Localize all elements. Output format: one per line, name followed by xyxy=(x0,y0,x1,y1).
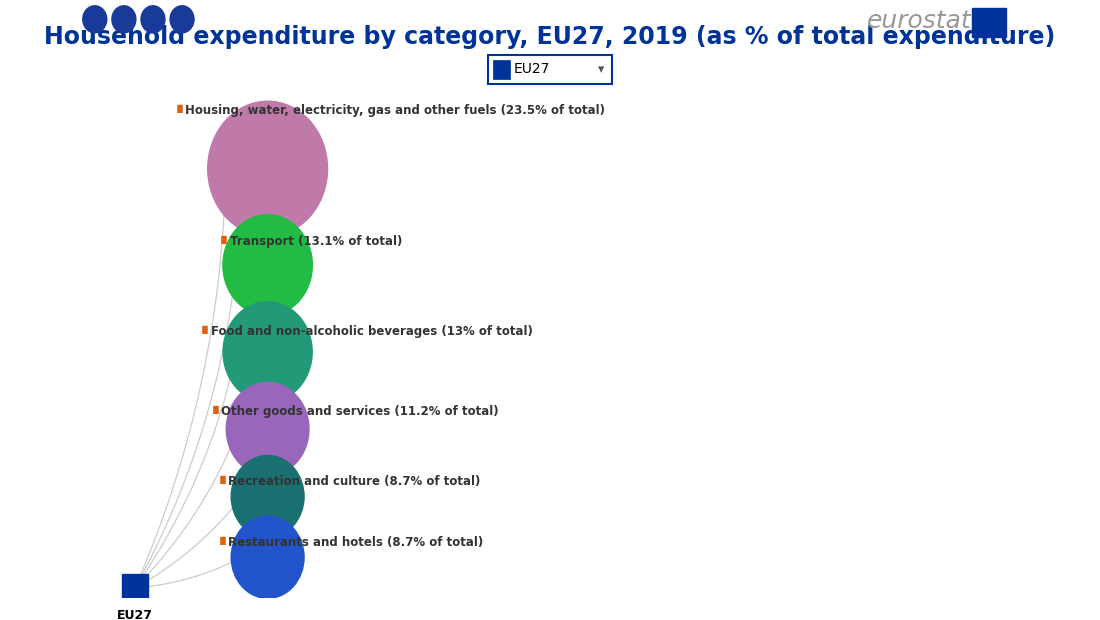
Text: Restaurants and hotels (8.7% of total): Restaurants and hotels (8.7% of total) xyxy=(229,536,484,549)
FancyArrowPatch shape xyxy=(136,355,235,586)
Circle shape xyxy=(231,516,304,598)
Circle shape xyxy=(227,383,309,476)
Text: ▐▌: ▐▌ xyxy=(174,104,187,113)
Circle shape xyxy=(223,302,312,402)
Text: Transport (13.1% of total): Transport (13.1% of total) xyxy=(230,235,403,248)
Text: ▐▌: ▐▌ xyxy=(209,405,222,414)
FancyBboxPatch shape xyxy=(972,7,1006,37)
FancyArrowPatch shape xyxy=(138,559,240,588)
Circle shape xyxy=(112,6,136,33)
Text: eurostat: eurostat xyxy=(867,9,971,33)
FancyArrowPatch shape xyxy=(138,498,241,587)
Text: ▾: ▾ xyxy=(598,63,605,76)
Text: ▐▌: ▐▌ xyxy=(218,235,231,244)
Circle shape xyxy=(170,6,194,33)
Circle shape xyxy=(208,101,328,236)
Text: ▐▌: ▐▌ xyxy=(217,536,229,545)
FancyArrowPatch shape xyxy=(136,432,238,586)
Text: Other goods and services (11.2% of total): Other goods and services (11.2% of total… xyxy=(221,405,499,418)
FancyBboxPatch shape xyxy=(493,60,509,79)
Text: EU27: EU27 xyxy=(514,63,550,76)
FancyArrowPatch shape xyxy=(136,172,226,585)
FancyBboxPatch shape xyxy=(122,574,147,603)
Text: ▐▌: ▐▌ xyxy=(217,476,229,484)
Text: EU27: EU27 xyxy=(117,609,153,620)
Text: ▐▌: ▐▌ xyxy=(199,325,212,334)
Text: Food and non-alcoholic beverages (13% of total): Food and non-alcoholic beverages (13% of… xyxy=(211,325,534,338)
Circle shape xyxy=(82,6,107,33)
Circle shape xyxy=(141,6,165,33)
Circle shape xyxy=(231,456,304,538)
Circle shape xyxy=(223,215,312,316)
FancyBboxPatch shape xyxy=(488,55,612,84)
Text: Housing, water, electricity, gas and other fuels (23.5% of total): Housing, water, electricity, gas and oth… xyxy=(186,104,605,117)
FancyArrowPatch shape xyxy=(136,268,236,586)
Text: Household expenditure by category, EU27, 2019 (as % of total expenditure): Household expenditure by category, EU27,… xyxy=(44,25,1056,48)
Text: Recreation and culture (8.7% of total): Recreation and culture (8.7% of total) xyxy=(229,476,481,489)
